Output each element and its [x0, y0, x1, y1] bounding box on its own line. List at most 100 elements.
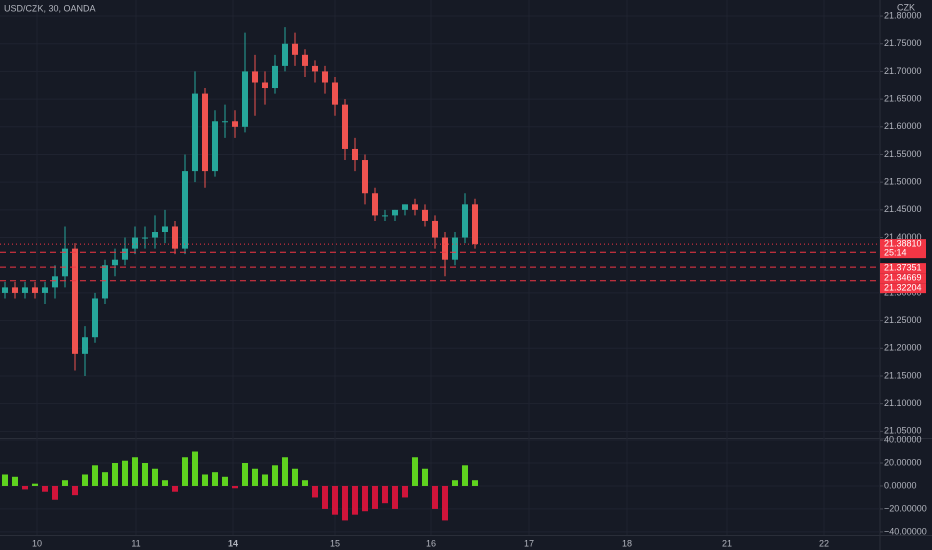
candle-body: [172, 226, 178, 249]
y-tick-label: 20.00000: [884, 457, 922, 467]
histogram-bar: [292, 468, 298, 486]
candle-body: [352, 148, 358, 161]
candle-body: [312, 65, 318, 72]
histogram-bar: [22, 485, 28, 490]
histogram-bar: [342, 485, 348, 521]
histogram-bar: [382, 485, 388, 504]
y-tick-label: 0.00000: [884, 480, 917, 490]
x-tick-label: 17: [524, 538, 534, 548]
candle-body: [62, 248, 68, 277]
histogram-bar: [12, 476, 18, 486]
histogram-bar: [222, 476, 228, 486]
candle-body: [32, 287, 38, 293]
candle-body: [322, 71, 328, 83]
last-price-box: [880, 239, 926, 259]
candle-body: [12, 287, 18, 293]
y-tick-label: 40.00000: [884, 434, 922, 444]
candle-body: [372, 193, 378, 216]
y-tick-label: 21.05000: [884, 426, 922, 436]
histogram-bar: [132, 457, 138, 486]
candle-body: [52, 276, 58, 288]
x-tick-label: 16: [426, 538, 436, 548]
histogram-bar: [282, 457, 288, 486]
candle-body: [462, 204, 468, 238]
histogram-bar: [192, 451, 198, 486]
level-price-box: [880, 263, 926, 274]
candle-body: [452, 237, 458, 260]
x-tick-label: 10: [32, 538, 42, 548]
y-tick-label: 21.45000: [884, 204, 922, 214]
candle-body: [412, 204, 418, 210]
level-price-box: [880, 273, 926, 284]
histogram-bar: [172, 485, 178, 492]
last-price-label: 21.38810: [884, 239, 922, 249]
y-tick-label: 21.70000: [884, 66, 922, 76]
histogram-bar: [332, 485, 338, 515]
histogram-bar: [262, 474, 268, 486]
histogram-bar: [92, 465, 98, 486]
y-tick-label: 21.20000: [884, 343, 922, 353]
candle-body: [82, 337, 88, 354]
x-tick-label: 18: [622, 538, 632, 548]
histogram-bar: [412, 457, 418, 486]
candle-body: [112, 259, 118, 266]
histogram-bar: [242, 463, 248, 486]
histogram-bar: [422, 468, 428, 486]
y-tick-label: 21.15000: [884, 370, 922, 380]
histogram-bar: [312, 485, 318, 498]
y-tick-label: 21.10000: [884, 398, 922, 408]
histogram-bar: [432, 485, 438, 509]
histogram-bar: [152, 468, 158, 486]
x-tick-label: 15: [330, 538, 340, 548]
histogram-bar: [392, 485, 398, 509]
candle-body: [432, 220, 438, 238]
histogram-bar: [52, 485, 58, 500]
level-price-box: [880, 283, 926, 294]
candle-body: [252, 71, 258, 83]
candle-body: [72, 248, 78, 354]
histogram-bar: [32, 483, 38, 486]
histogram-bar: [212, 472, 218, 486]
candle-body: [442, 237, 448, 260]
candle-body: [202, 93, 208, 172]
candle-body: [302, 54, 308, 66]
x-tick-label: 14: [228, 538, 238, 548]
histogram-bar: [2, 474, 8, 486]
candle-body: [142, 237, 148, 239]
candle-body: [132, 237, 138, 249]
candle-body: [152, 232, 158, 238]
histogram-bar: [472, 480, 478, 486]
histogram-bar: [72, 485, 78, 496]
level-price-label: 21.32204: [884, 283, 922, 293]
histogram-bar: [42, 485, 48, 492]
y-tick-label: 21.80000: [884, 10, 922, 20]
y-tick-label: 21.55000: [884, 149, 922, 159]
candle-body: [162, 226, 168, 233]
histogram-bar: [162, 480, 168, 486]
countdown-label: 25:14: [884, 248, 907, 258]
candle-body: [122, 248, 128, 260]
candle-body: [42, 287, 48, 293]
symbol-title: USD/CZK, 30, OANDA: [4, 3, 96, 13]
histogram-bar: [182, 457, 188, 486]
candle-body: [212, 121, 218, 172]
candle-body: [342, 104, 348, 149]
candle-body: [332, 82, 338, 105]
histogram-bar: [442, 485, 448, 521]
y-tick-label: 21.40000: [884, 232, 922, 242]
histogram-bar: [322, 485, 328, 509]
y-tick-label: 21.25000: [884, 315, 922, 325]
histogram-bar: [452, 480, 458, 486]
candle-body: [272, 65, 278, 89]
histogram-bar: [372, 485, 378, 509]
candle-body: [102, 265, 108, 299]
y-tick-label: 21.75000: [884, 38, 922, 48]
histogram-bar: [112, 463, 118, 486]
candle-body: [382, 215, 388, 217]
candle-body: [422, 209, 428, 221]
x-tick-label: 21: [722, 538, 732, 548]
candle-body: [282, 43, 288, 66]
histogram-bar: [462, 465, 468, 486]
